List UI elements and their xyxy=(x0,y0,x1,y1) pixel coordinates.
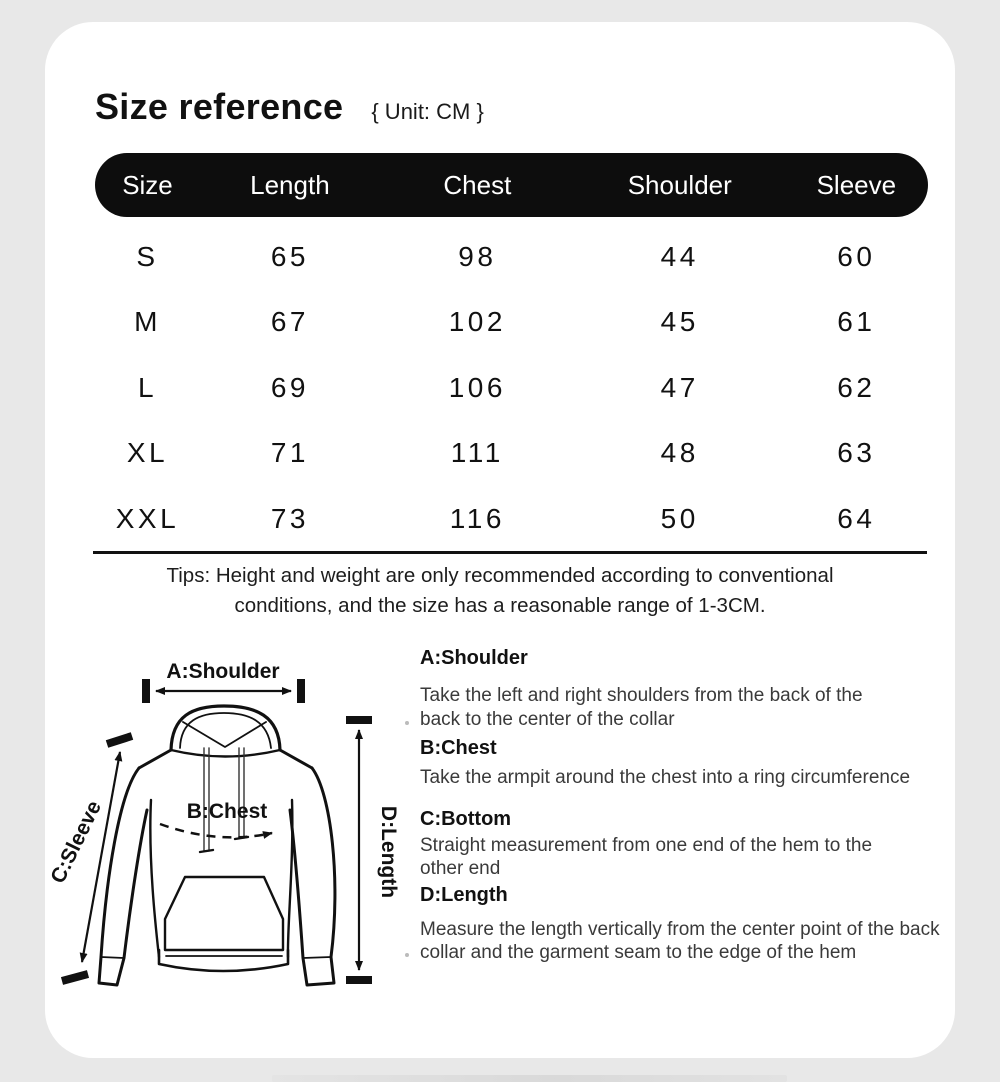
column-header-chest: Chest xyxy=(443,169,512,200)
guide-term: B:Chest xyxy=(420,737,497,759)
tips-line-2: conditions, and the size has a reasonabl… xyxy=(234,594,766,617)
shoulder-measure-label: A:Shoulder xyxy=(166,660,279,683)
cell-length: 73 xyxy=(270,502,309,534)
table-row: XXL 73 116 50 64 xyxy=(95,486,928,552)
cell-shoulder: 44 xyxy=(660,240,699,272)
cell-shoulder: 47 xyxy=(660,371,699,403)
cell-length: 69 xyxy=(270,371,309,403)
cell-chest: 116 xyxy=(449,502,505,534)
column-header-shoulder: Shoulder xyxy=(627,169,732,200)
size-table-header: Size Length Chest Shoulder Sleeve xyxy=(95,153,928,217)
cell-chest: 106 xyxy=(448,371,506,403)
guide-term: D:Length xyxy=(420,883,508,906)
page-title: Size reference xyxy=(95,86,344,127)
measure-guide: A:Shoulder Take the left and right shoul… xyxy=(420,646,976,965)
unit-label: { Unit: CM } xyxy=(371,99,484,124)
cell-sleeve: 60 xyxy=(837,240,876,272)
cell-size: L xyxy=(137,371,158,403)
table-bottom-divider xyxy=(93,551,927,554)
cell-chest: 111 xyxy=(450,437,504,469)
guide-term: C:Bottom xyxy=(420,807,512,830)
chest-measure-arrow xyxy=(159,822,273,839)
cell-chest: 98 xyxy=(458,240,497,272)
guide-desc: Straight measurement from one end of the… xyxy=(420,834,873,880)
guide-desc: Measure the length vertically from the c… xyxy=(420,918,940,964)
table-row: M 67 102 45 61 xyxy=(95,290,928,356)
column-header-size: Size xyxy=(122,169,173,200)
cell-size: S xyxy=(136,240,159,272)
guide-desc: Take the left and right shoulders from t… xyxy=(420,685,863,730)
tips-note: Tips: Height and weight are only recomme… xyxy=(45,561,955,621)
cell-size: M xyxy=(134,306,161,338)
cell-sleeve: 64 xyxy=(837,502,876,534)
guide-item-length: D:Length Measure the length vertically f… xyxy=(420,883,976,965)
table-row: L 69 106 47 62 xyxy=(95,355,928,421)
print-dot-mark xyxy=(405,953,409,957)
guide-item-bottom: C:Bottom Straight measurement from one e… xyxy=(420,807,976,881)
guide-item-shoulder: A:Shoulder Take the left and right shoul… xyxy=(420,646,976,731)
length-measure-label: D:Length xyxy=(377,806,400,898)
cell-length: 71 xyxy=(270,437,309,469)
table-row: XL 71 111 48 63 xyxy=(95,421,928,487)
column-header-length: Length xyxy=(250,169,330,200)
table-row: S 65 98 44 60 xyxy=(95,224,928,290)
drawstrings xyxy=(203,747,245,852)
sleeve-measure-arrow xyxy=(60,732,134,985)
page-header: Size reference { Unit: CM } xyxy=(95,86,484,128)
cell-size: XXL xyxy=(115,502,180,534)
column-header-sleeve: Sleeve xyxy=(816,169,897,200)
chest-measure-label: B:Chest xyxy=(187,800,268,823)
guide-item-chest: B:Chest Take the armpit around the chest… xyxy=(420,736,976,790)
guide-desc: Take the armpit around the chest into a … xyxy=(420,767,911,788)
print-dot-mark xyxy=(405,721,409,725)
shoulder-measure-arrow xyxy=(142,679,305,703)
cell-size: XL xyxy=(126,437,169,469)
hoodie-outline xyxy=(97,704,337,987)
cell-shoulder: 50 xyxy=(660,502,699,534)
cell-sleeve: 61 xyxy=(837,306,876,338)
cell-length: 65 xyxy=(270,240,309,272)
hoodie-measurement-diagram: A:Shoulder xyxy=(46,660,400,987)
cell-length: 67 xyxy=(270,306,309,338)
cell-shoulder: 48 xyxy=(660,437,699,469)
cell-sleeve: 63 xyxy=(837,437,876,469)
size-table-body: S 65 98 44 60 M 67 102 45 61 L 69 106 47… xyxy=(95,224,928,552)
cell-sleeve: 62 xyxy=(837,371,876,403)
tips-line-1: Tips: Height and weight are only recomme… xyxy=(166,564,834,587)
guide-term: A:Shoulder xyxy=(420,647,528,669)
watermark-remnant xyxy=(272,1075,787,1082)
cell-chest: 102 xyxy=(448,306,506,338)
cell-shoulder: 45 xyxy=(660,306,699,338)
length-measure-arrow xyxy=(346,716,372,984)
